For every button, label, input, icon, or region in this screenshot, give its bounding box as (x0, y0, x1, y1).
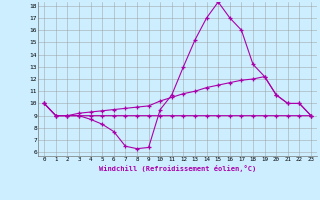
X-axis label: Windchill (Refroidissement éolien,°C): Windchill (Refroidissement éolien,°C) (99, 165, 256, 172)
